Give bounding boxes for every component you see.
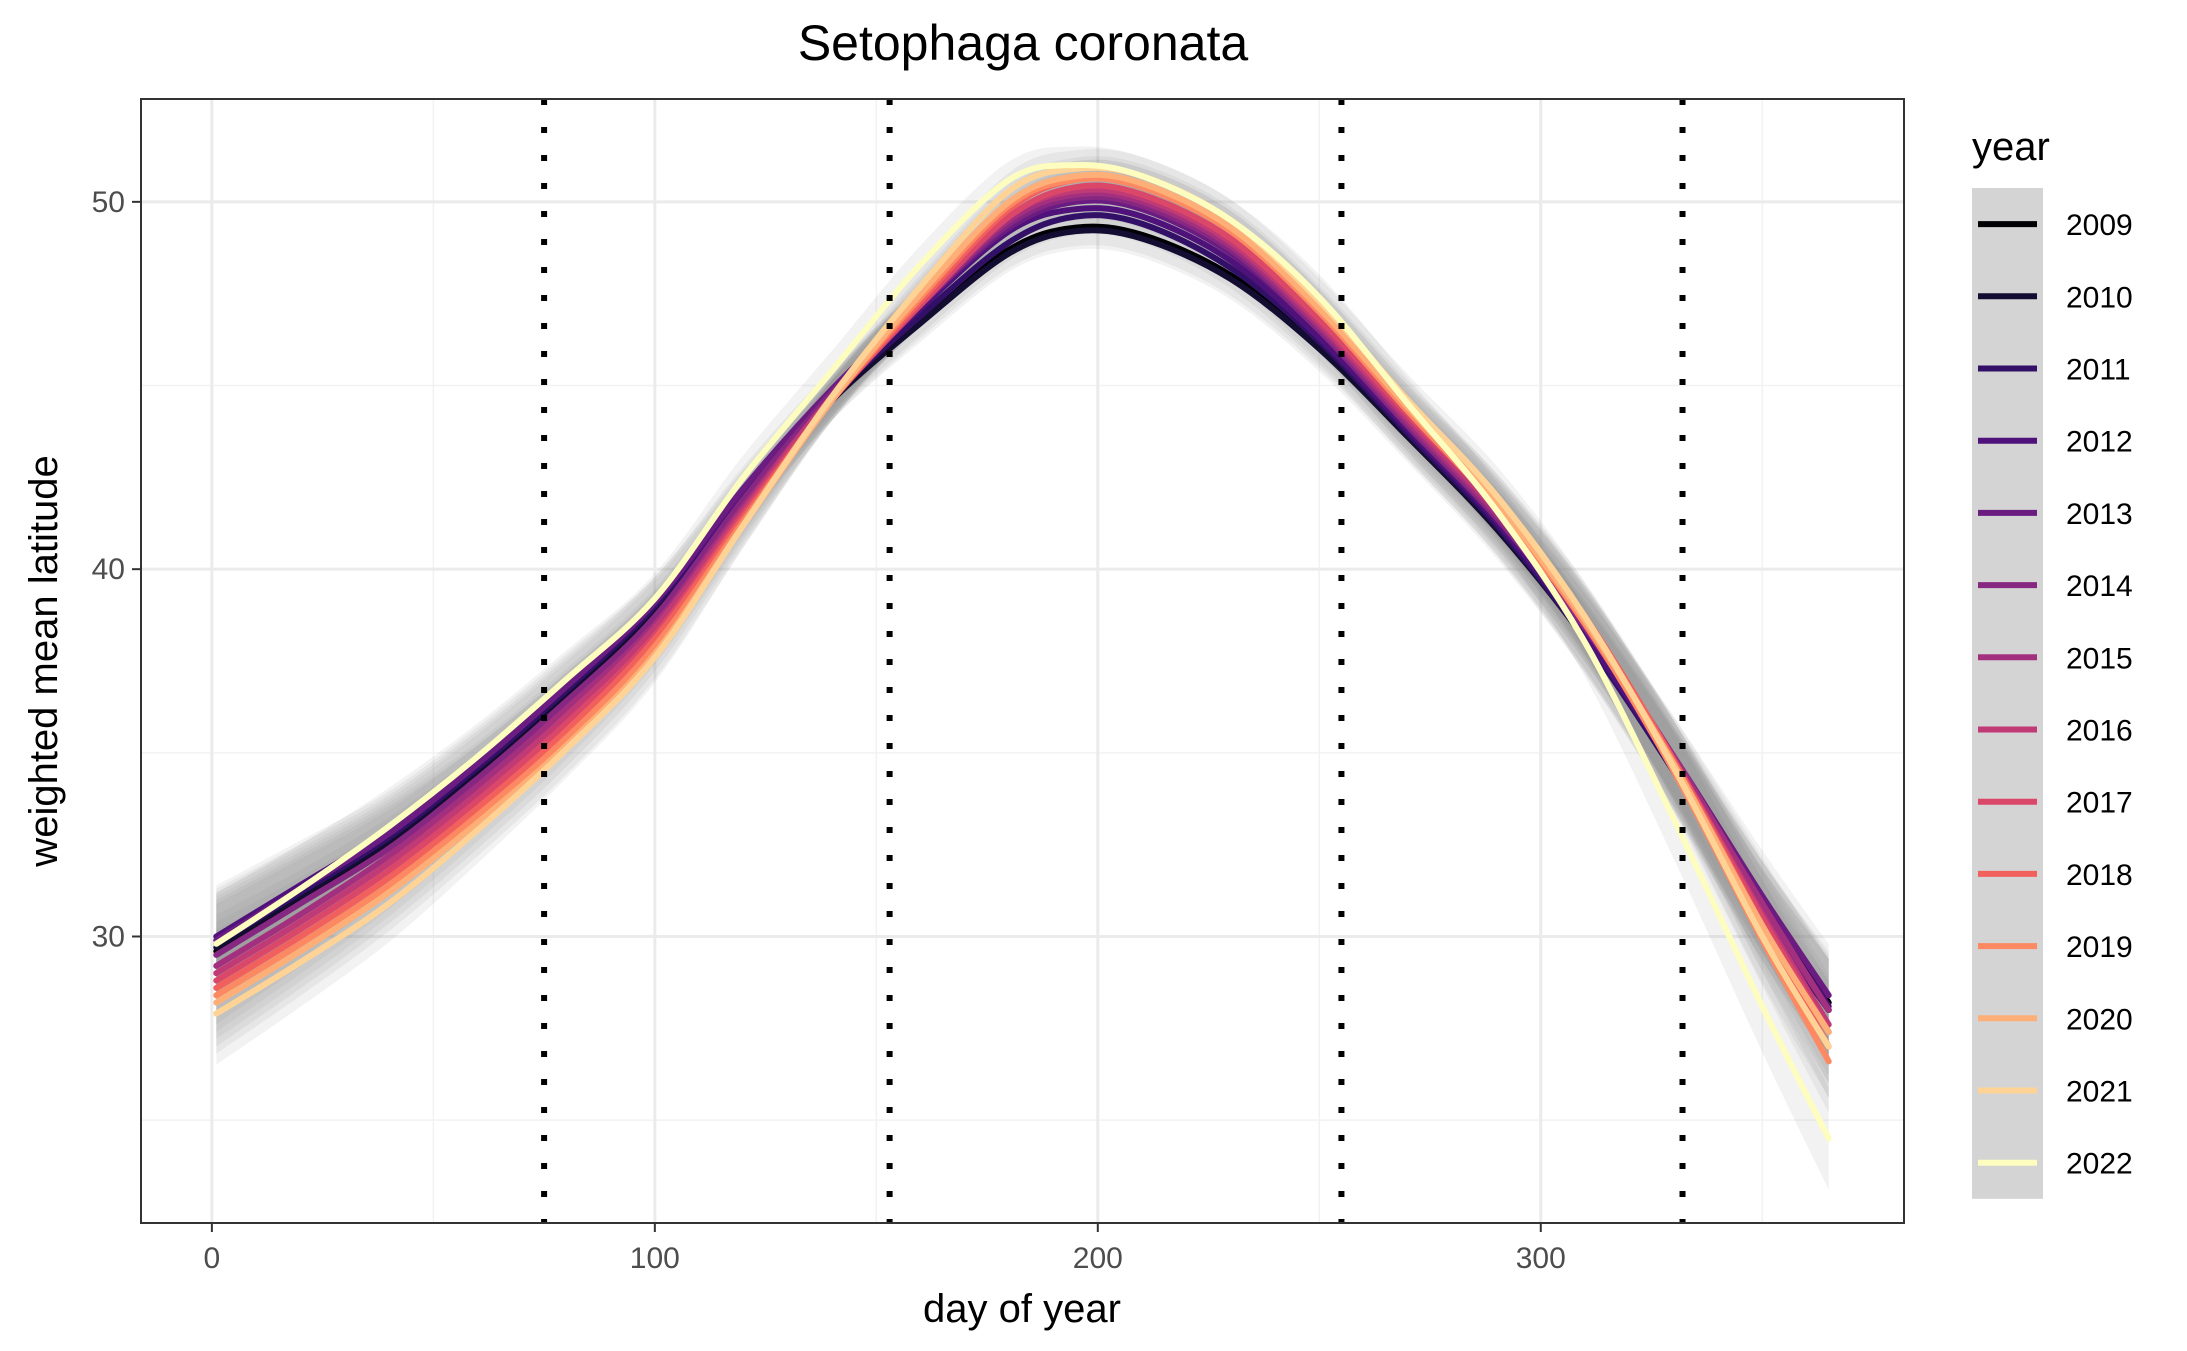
legend-keys: 2009 2010 2011 2012 2013 2014 2015 2016 2017 2018… — [1972, 188, 2133, 1199]
legend-label-2017: 2017 — [2066, 787, 2133, 820]
legend-title: year — [1972, 125, 2050, 169]
chart-title: Setophaga coronata — [798, 15, 1249, 71]
legend-label-2018: 2018 — [2066, 859, 2133, 892]
y-tick-label: 40 — [92, 553, 125, 586]
legend-label-2022: 2022 — [2066, 1148, 2133, 1181]
confidence-ribbons — [216, 146, 1829, 1190]
x-tick-label: 100 — [630, 1242, 680, 1275]
x-tick-label: 0 — [204, 1242, 221, 1275]
legend-label-2019: 2019 — [2066, 931, 2133, 964]
x-axis: 0 100 200 300 — [204, 1223, 1566, 1275]
legend-label-2014: 2014 — [2066, 570, 2133, 603]
x-tick-label: 200 — [1073, 1242, 1123, 1275]
x-axis-title: day of year — [923, 1287, 1121, 1331]
y-tick-label: 50 — [92, 186, 125, 219]
reference-lines — [541, 99, 1686, 1223]
y-axis: 30 40 50 — [92, 186, 141, 953]
legend-key-background — [1972, 188, 2043, 1199]
legend-label-2011: 2011 — [2066, 354, 2131, 387]
x-tick-label: 300 — [1516, 1242, 1566, 1275]
y-axis-title: weighted mean latitude — [22, 455, 66, 867]
series-line-2022 — [213, 162, 1832, 1142]
legend: year 2009 2010 2011 2012 2013 2014 2015 2016 201… — [1972, 125, 2133, 1199]
legend-label-2020: 2020 — [2066, 1003, 2133, 1036]
y-tick-label: 30 — [92, 920, 125, 953]
ribbon-2022 — [216, 146, 1829, 1190]
legend-label-2015: 2015 — [2066, 642, 2133, 675]
legend-label-2009: 2009 — [2066, 209, 2133, 242]
legend-label-2013: 2013 — [2066, 498, 2133, 531]
grid-minor — [141, 99, 1904, 1223]
plot-panel-border — [140, 98, 1905, 1224]
legend-label-2021: 2021 — [2066, 1076, 2133, 1109]
legend-label-2010: 2010 — [2066, 281, 2133, 314]
series-lines — [213, 162, 1832, 1142]
legend-label-2012: 2012 — [2066, 426, 2133, 459]
series-line-2021 — [213, 164, 1832, 1050]
legend-label-2016: 2016 — [2066, 715, 2133, 748]
